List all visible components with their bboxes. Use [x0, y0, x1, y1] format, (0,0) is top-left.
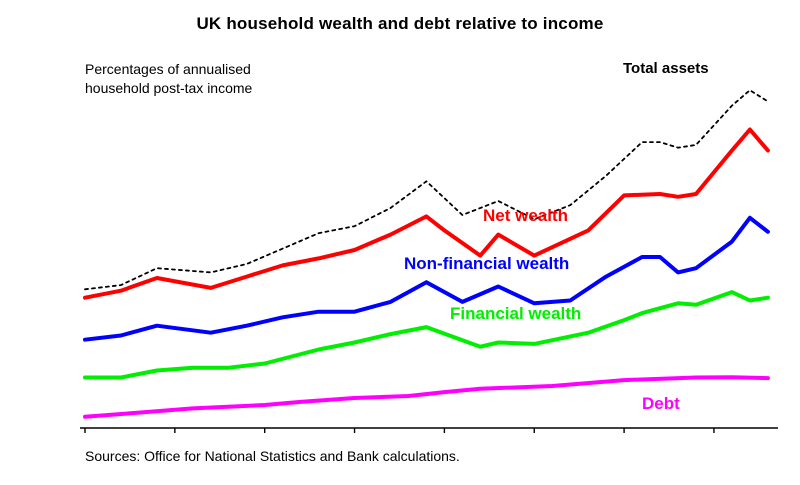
series-label-net-wealth: Net wealth [483, 206, 569, 225]
y-axis-unit-note: Percentages of annualised household post… [85, 60, 252, 98]
series-line-net-wealth [83, 127, 770, 300]
y-axis-unit-note-line1: Percentages of annualised [85, 61, 251, 77]
series-line-total-assets [84, 89, 769, 291]
series-label-debt: Debt [642, 394, 680, 413]
chart-title: UK household wealth and debt relative to… [196, 14, 604, 33]
series-line-debt [83, 375, 770, 419]
series-label-total-assets: Total assets [623, 60, 709, 77]
series-line-financial-wealth [83, 290, 770, 380]
series-label-non-financial-wealth: Non-financial wealth [404, 254, 570, 273]
series-label-financial-wealth: Financial wealth [450, 304, 582, 323]
y-axis-unit-note-line2: household post-tax income [85, 80, 253, 96]
series-line-non-financial-wealth [83, 215, 770, 342]
source-note: Sources: Office for National Statistics … [85, 448, 460, 464]
